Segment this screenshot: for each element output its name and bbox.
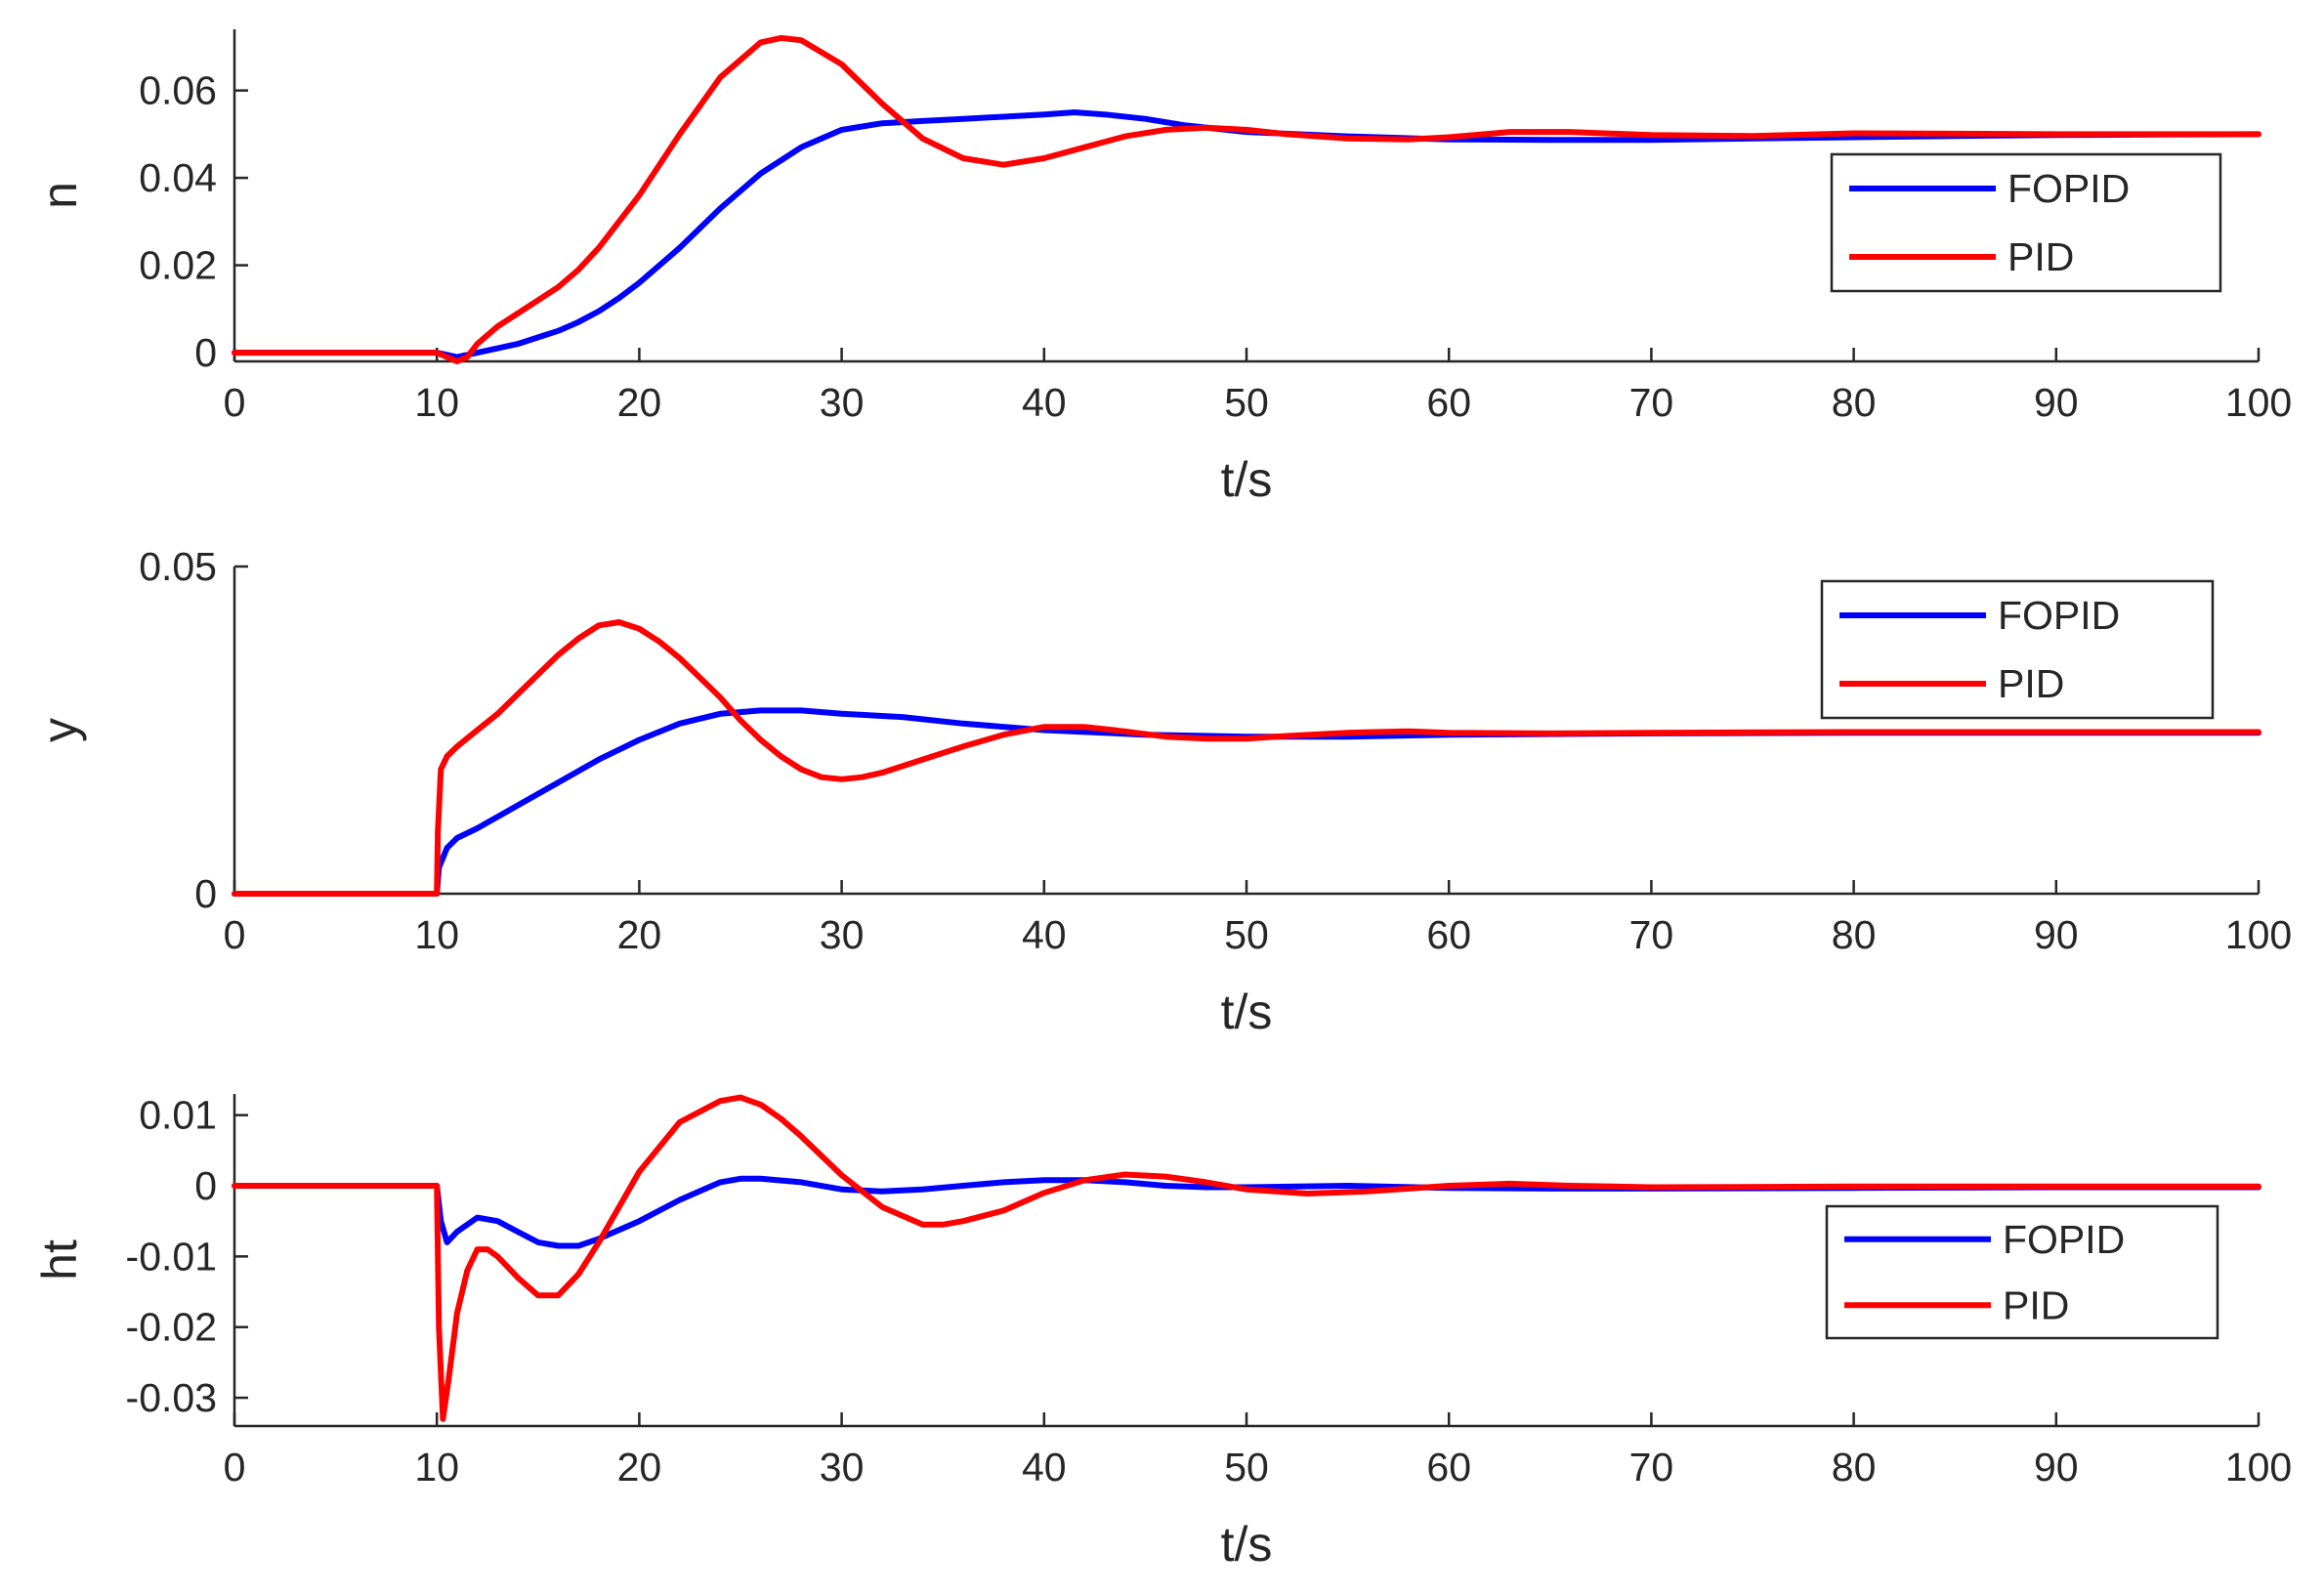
x-axis-label: t/s xyxy=(1221,985,1273,1039)
y-tick-label: 0 xyxy=(194,871,217,916)
legend-label-pid: PID xyxy=(1998,661,2064,706)
subplot-y: 0 10 20 30 40 50 60 70 80 90 100 0 0.05 t/s y FOPID PID xyxy=(32,544,2292,1039)
x-tick-label: 20 xyxy=(617,380,662,425)
x-tick-label: 20 xyxy=(617,1445,662,1490)
y-axis-label: ht xyxy=(32,1239,87,1280)
x-tick-label: 80 xyxy=(1832,380,1877,425)
y-tick-label: 0 xyxy=(194,330,217,375)
x-tick-label: 30 xyxy=(820,1445,865,1490)
y-tick-label: -0.03 xyxy=(126,1375,217,1420)
legend-label-fopid: FOPID xyxy=(2007,166,2130,211)
y-tick-label: 0.02 xyxy=(139,243,217,288)
x-tick-label: 90 xyxy=(2034,1445,2079,1490)
x-tick-label: 90 xyxy=(2034,380,2079,425)
x-tick-label: 20 xyxy=(617,912,662,957)
x-tick-label: 10 xyxy=(414,1445,459,1490)
x-tick-label: 50 xyxy=(1224,1445,1269,1490)
x-tick-label: 40 xyxy=(1022,1445,1067,1490)
series-line-pid xyxy=(232,1094,2261,1422)
x-tick-label: 70 xyxy=(1629,912,1674,957)
x-tick-label: 50 xyxy=(1224,912,1269,957)
y-tick-label: 0.01 xyxy=(139,1093,217,1138)
x-tick-label: 10 xyxy=(414,912,459,957)
x-tick-label: 100 xyxy=(2225,912,2292,957)
x-tick-label: 60 xyxy=(1426,912,1471,957)
x-tick-label: 30 xyxy=(820,380,865,425)
y-tick-label: 0.04 xyxy=(139,155,217,200)
y-axis-label: y xyxy=(32,718,87,742)
x-axis-label: t/s xyxy=(1221,452,1273,507)
x-tick-label: 40 xyxy=(1022,912,1067,957)
y-tick-label: 0.05 xyxy=(139,544,217,589)
x-tick-label: 60 xyxy=(1426,380,1471,425)
x-tick-label: 50 xyxy=(1224,380,1269,425)
x-tick-label: 30 xyxy=(820,912,865,957)
y-tick-label: -0.02 xyxy=(126,1305,217,1350)
y-tick-label: 0.06 xyxy=(139,68,217,113)
legend: FOPID PID xyxy=(1825,1204,2219,1340)
legend-label-pid: PID xyxy=(2007,234,2074,279)
subplot-n: 0 10 20 30 40 50 60 70 80 90 100 0 0.02 0.04 0.06 t/s n F… xyxy=(32,29,2292,507)
series-line-fopid xyxy=(232,1175,2261,1249)
x-tick-label: 80 xyxy=(1832,1445,1877,1490)
x-tick-label: 0 xyxy=(224,380,246,425)
legend-box xyxy=(1820,579,2215,720)
legend-box xyxy=(1830,152,2222,293)
series-line-pid xyxy=(232,619,2261,897)
x-tick-label: 0 xyxy=(224,912,246,957)
y-axis-label: n xyxy=(32,182,87,209)
x-tick-label: 90 xyxy=(2034,912,2079,957)
x-tick-label: 70 xyxy=(1629,380,1674,425)
x-tick-label: 80 xyxy=(1832,912,1877,957)
subplot-ht: 0 10 20 30 40 50 60 70 80 90 100 -0.03 -0.02 -0.01 0 0.… xyxy=(32,1093,2292,1572)
x-tick-label: 60 xyxy=(1426,1445,1471,1490)
legend-box xyxy=(1825,1204,2219,1340)
x-tick-label: 70 xyxy=(1629,1445,1674,1490)
y-tick-label: -0.01 xyxy=(126,1234,217,1279)
y-tick-label: 0 xyxy=(194,1163,217,1208)
legend-label-fopid: FOPID xyxy=(1998,593,2120,638)
x-tick-label: 100 xyxy=(2225,380,2292,425)
x-tick-label: 100 xyxy=(2225,1445,2292,1490)
x-axis-label: t/s xyxy=(1221,1517,1273,1572)
x-tick-label: 40 xyxy=(1022,380,1067,425)
legend-label-pid: PID xyxy=(2003,1282,2069,1327)
series-line-pid xyxy=(232,34,2261,364)
x-tick-label: 10 xyxy=(414,380,459,425)
x-tick-label: 0 xyxy=(224,1445,246,1490)
legend-label-fopid: FOPID xyxy=(2003,1217,2125,1262)
legend: FOPID PID xyxy=(1830,152,2222,293)
legend: FOPID PID xyxy=(1820,579,2215,720)
